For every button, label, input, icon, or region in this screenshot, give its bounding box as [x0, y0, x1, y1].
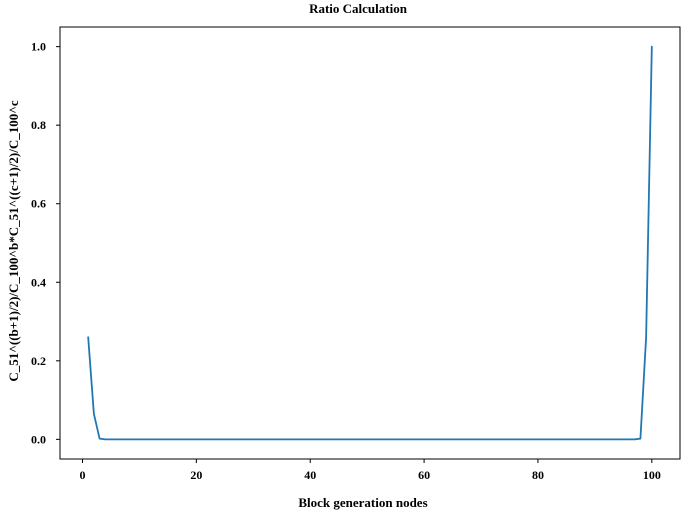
y-tick-label: 0.8	[31, 118, 46, 132]
x-tick-label: 0	[79, 468, 85, 482]
y-tick-label: 0.2	[31, 354, 46, 368]
x-tick-label: 80	[532, 468, 544, 482]
x-tick-label: 100	[643, 468, 661, 482]
y-tick-label: 0.6	[31, 197, 46, 211]
series-line-ratio	[87, 45, 653, 441]
axis-ticks: 0 20 40 60 80 100 0.0 0.2 0.4 0.6 0.8 1.0	[31, 40, 661, 482]
x-tick-label: 40	[304, 468, 316, 482]
x-tick-label: 60	[418, 468, 430, 482]
y-tick-label: 0.0	[31, 432, 46, 446]
data-series	[87, 45, 653, 441]
y-tick-label: 1.0	[31, 40, 46, 54]
plot-frame	[59, 26, 681, 460]
y-tick-label: 0.4	[31, 275, 46, 289]
chart-title: Ratio Calculation	[309, 1, 408, 16]
x-axis-label: Block generation nodes	[298, 495, 427, 510]
y-axis-label: C_51^((b+1)/2)/C_100^b*C_51^((c+1)/2)/C_…	[6, 100, 21, 381]
plot-area-border	[59, 26, 681, 460]
x-tick-label: 20	[190, 468, 202, 482]
